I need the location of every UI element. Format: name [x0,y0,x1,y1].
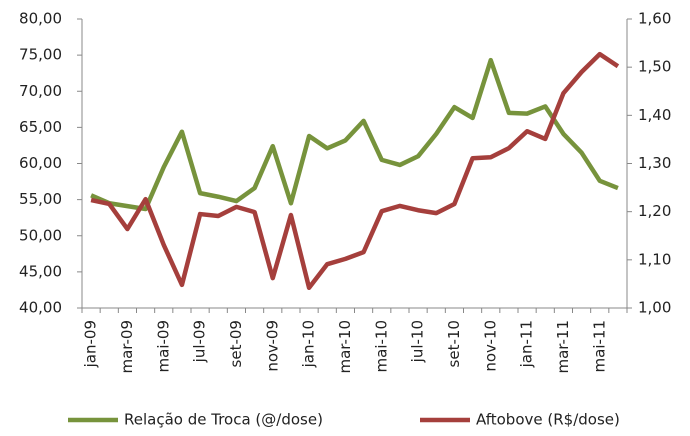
y2-tick-label: 1,30 [638,154,671,172]
y-tick-label: 40,00 [19,299,62,317]
y-tick-label: 65,00 [19,118,62,136]
series-line [90,57,619,212]
x-tick-label: jul-10 [409,320,427,363]
y-tick-label: 60,00 [19,154,62,172]
x-tick-label: jan-10 [300,320,318,368]
x-tick-label: mar-09 [118,320,136,374]
x-tick-label: nov-09 [263,320,281,372]
x-tick-label: jan-09 [82,320,100,368]
x-tick-label: mai-10 [372,320,390,372]
x-tick-label: nov-10 [481,320,499,372]
x-tick-label: set-09 [227,320,245,367]
y-tick-label: 45,00 [19,262,62,280]
y-tick-label: 55,00 [19,190,62,208]
x-tick-label: jul-09 [191,320,209,363]
y-tick-label: 50,00 [19,226,62,244]
x-tick-label: mai-11 [590,320,608,372]
y2-tick-label: 1,20 [638,202,671,220]
y-tick-label: 80,00 [19,10,62,28]
legend-label: Aftobove (R$/dose) [476,411,620,429]
x-tick-label: mar-11 [554,320,572,374]
y2-tick-label: 1,10 [638,250,671,268]
x-tick-label: mar-10 [336,320,354,374]
x-tick-label: set-10 [445,320,463,367]
y2-tick-label: 1,40 [638,106,671,124]
x-tick-label: jan-11 [518,320,536,368]
y2-tick-label: 1,50 [638,58,671,76]
y2-tick-label: 1,60 [638,10,671,28]
y-tick-label: 75,00 [19,46,62,64]
x-tick-label: mai-09 [154,320,172,372]
y-tick-label: 70,00 [19,82,62,100]
y2-tick-label: 1,00 [638,299,671,317]
legend-label: Relação de Troca (@/dose) [124,411,323,429]
series-line [90,51,620,291]
